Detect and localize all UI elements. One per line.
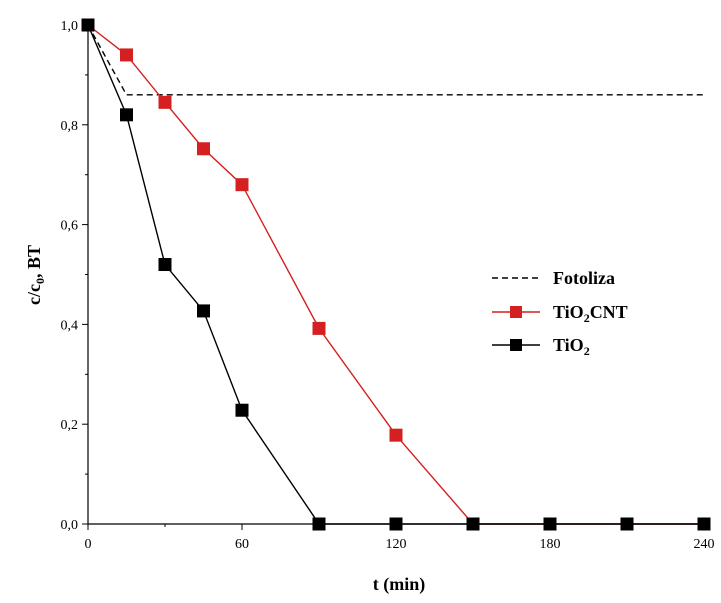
- data-point-tio2: [121, 109, 133, 121]
- x-tick-label: 120: [386, 537, 407, 552]
- x-axis-title: t (min): [373, 574, 426, 595]
- data-point-tio2: [544, 518, 556, 530]
- data-point-tio2: [621, 518, 633, 530]
- data-point-tio2cnt: [159, 96, 171, 108]
- x-tick-label: 180: [540, 537, 561, 552]
- y-axis-title: c/c0, BT: [24, 245, 47, 305]
- y-tick-label: 0,4: [61, 318, 79, 333]
- y-tick-label: 0,8: [61, 119, 79, 134]
- legend: Fotoliza TiO2CNT TiO2: [492, 268, 628, 358]
- legend-entry-tio2cnt: TiO2CNT: [492, 302, 628, 325]
- data-point-tio2: [390, 518, 402, 530]
- y-tick-label: 0,2: [61, 418, 79, 433]
- y-tick-label: 1,0: [61, 19, 79, 34]
- data-point-tio2: [467, 518, 479, 530]
- y-tick-label: 0,6: [61, 219, 79, 234]
- series-layer: [82, 19, 710, 530]
- data-point-tio2cnt: [390, 429, 402, 441]
- data-point-tio2cnt: [121, 49, 133, 61]
- legend-entry-fotoliza: Fotoliza: [492, 268, 615, 288]
- series-tio2cnt: [82, 19, 710, 530]
- legend-marker-tio2: [510, 339, 522, 351]
- series-line-fotoliza: [88, 25, 704, 95]
- legend-label-tio2cnt: TiO2CNT: [553, 302, 628, 325]
- data-point-tio2: [698, 518, 710, 530]
- data-point-tio2cnt: [198, 143, 210, 155]
- legend-entry-tio2: TiO2: [492, 335, 590, 358]
- x-tick-label: 240: [694, 537, 715, 552]
- y-tick-label: 0,0: [61, 518, 79, 533]
- data-point-tio2: [198, 305, 210, 317]
- x-tick-label: 60: [235, 537, 249, 552]
- y-axis-title-rest: , BT: [24, 245, 44, 278]
- data-point-tio2: [159, 259, 171, 271]
- data-point-tio2: [236, 404, 248, 416]
- legend-marker-tio2cnt: [510, 306, 522, 318]
- data-point-tio2cnt: [236, 179, 248, 191]
- data-point-tio2: [82, 19, 94, 31]
- data-point-tio2cnt: [313, 322, 325, 334]
- series-tio2: [82, 19, 710, 530]
- x-tick-label: 0: [85, 537, 92, 552]
- legend-label-fotoliza: Fotoliza: [553, 268, 615, 288]
- y-axis-title-main: c/c: [24, 284, 44, 305]
- series-fotoliza: [88, 25, 704, 95]
- data-point-tio2: [313, 518, 325, 530]
- legend-label-tio2: TiO2: [553, 335, 590, 358]
